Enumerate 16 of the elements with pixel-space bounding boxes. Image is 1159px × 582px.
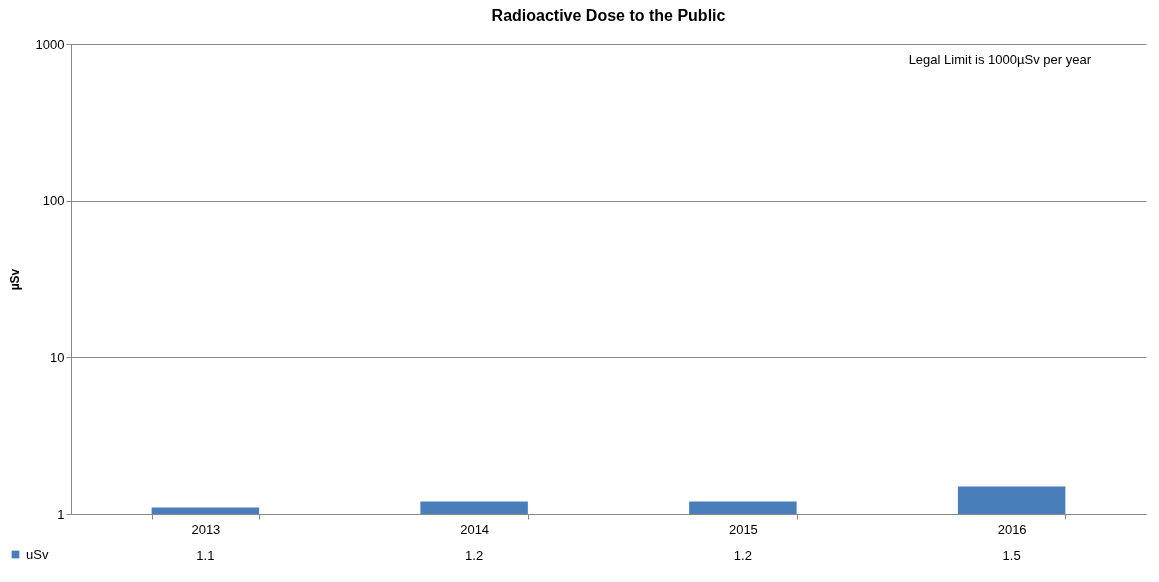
annotation: Legal Limit is 1000µSv per year bbox=[908, 52, 1092, 67]
y-tick-label: 1 bbox=[57, 506, 65, 522]
y-tick-label: 10 bbox=[50, 349, 65, 365]
chart-title: Radioactive Dose to the Public bbox=[491, 7, 726, 24]
data-label: 1.5 bbox=[1002, 548, 1021, 563]
y-tick-label: 100 bbox=[42, 193, 65, 209]
data-label: 1.2 bbox=[465, 548, 484, 563]
y-axis-title: µSv bbox=[7, 268, 22, 291]
data-label: 1.2 bbox=[733, 548, 752, 563]
x-tick-label: 2014 bbox=[460, 521, 490, 537]
x-tick-label: 2016 bbox=[997, 521, 1027, 537]
data-label: 1.1 bbox=[196, 548, 215, 563]
legend-label: uSv bbox=[26, 546, 49, 562]
x-tick-label: 2013 bbox=[191, 521, 221, 537]
x-tick-label: 2015 bbox=[728, 521, 758, 537]
y-tick-label: 1000 bbox=[35, 36, 65, 52]
